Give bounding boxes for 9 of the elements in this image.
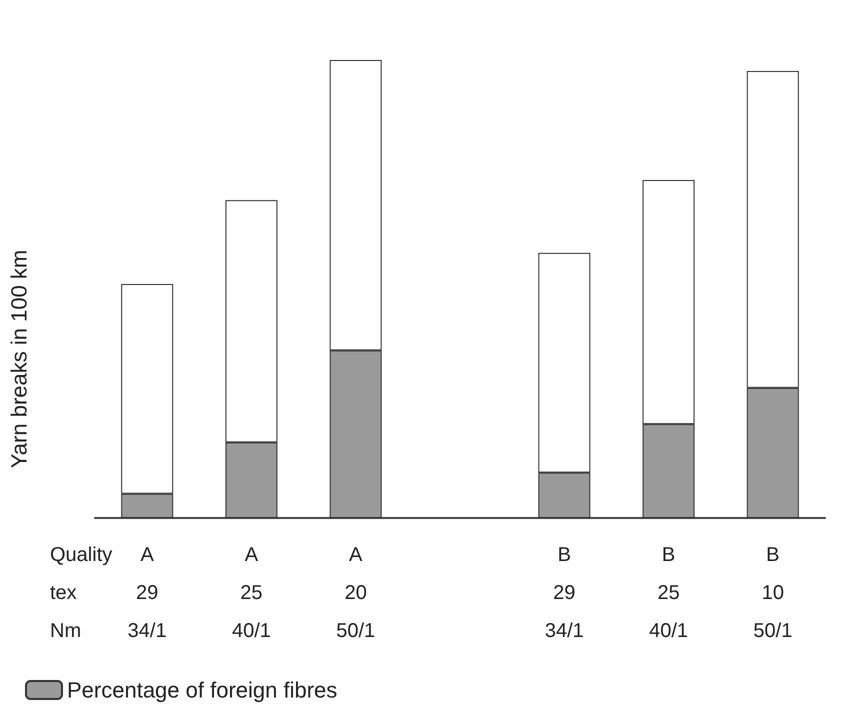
- text: Quality tex Nm: [50, 544, 112, 642]
- x-tick-label: B 10 50/1: [753, 544, 792, 642]
- y-axis-title: Yarn breaks in 100 km: [6, 250, 32, 468]
- x-tick-label: A 25 40/1: [232, 544, 271, 642]
- x-tick-label: A 29 34/1: [128, 544, 167, 642]
- x-tick-label: B 29 34/1: [544, 544, 584, 642]
- x-tick-label: B 25 40/1: [649, 544, 688, 642]
- legend-label: Percentage of foreign fibres: [67, 678, 338, 702]
- x-tick-label: A 20 50/1: [336, 544, 376, 642]
